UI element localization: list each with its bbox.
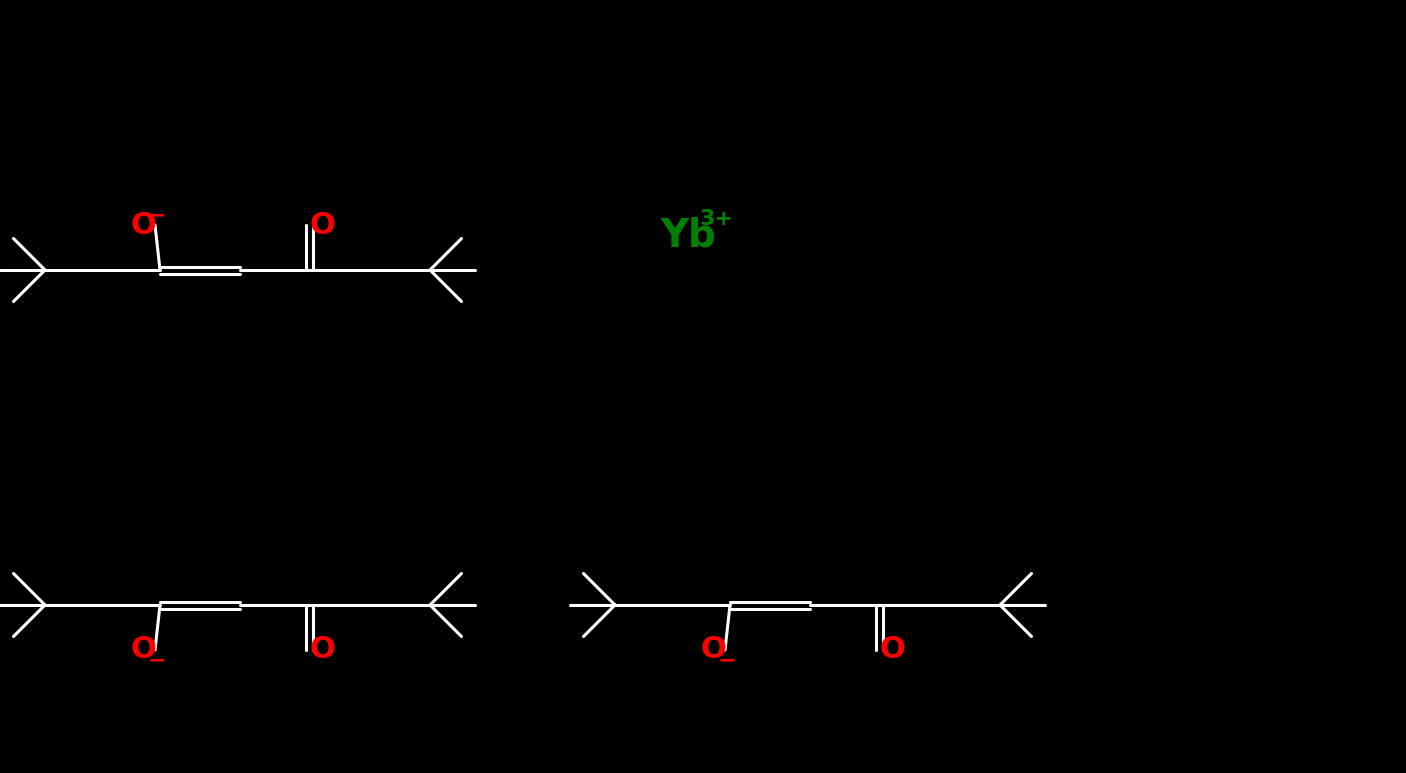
Text: −: − — [717, 650, 737, 670]
Text: O: O — [309, 210, 335, 240]
Text: Yb: Yb — [659, 216, 716, 254]
Text: O: O — [131, 635, 156, 665]
Text: 3+: 3+ — [700, 209, 734, 229]
Text: O: O — [309, 635, 335, 665]
Text: O: O — [131, 210, 156, 240]
Text: O: O — [879, 635, 905, 665]
Text: −: − — [148, 205, 166, 225]
Text: O: O — [700, 635, 725, 665]
Text: −: − — [148, 650, 166, 670]
